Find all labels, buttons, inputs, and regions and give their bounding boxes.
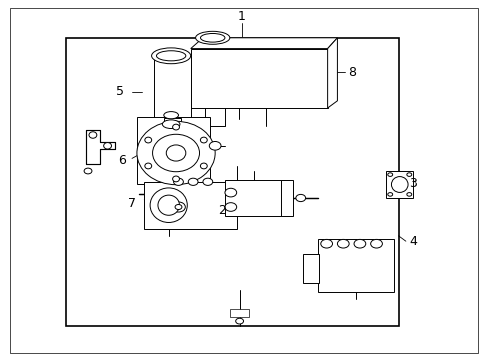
Ellipse shape: [353, 239, 365, 248]
Ellipse shape: [406, 173, 411, 176]
Ellipse shape: [337, 239, 348, 248]
Bar: [137, 117, 210, 184]
Ellipse shape: [163, 112, 178, 119]
Bar: [154, 56, 190, 119]
Polygon shape: [190, 38, 337, 49]
Bar: [224, 180, 288, 216]
Ellipse shape: [200, 163, 207, 169]
Ellipse shape: [158, 195, 179, 215]
Ellipse shape: [224, 188, 236, 197]
Ellipse shape: [173, 178, 183, 185]
Ellipse shape: [235, 318, 243, 324]
Ellipse shape: [224, 203, 236, 211]
Text: 8: 8: [347, 66, 355, 78]
Ellipse shape: [387, 173, 392, 176]
Ellipse shape: [156, 51, 185, 61]
Bar: [303, 254, 318, 283]
Text: 4: 4: [408, 235, 416, 248]
Ellipse shape: [89, 132, 97, 138]
Bar: [386, 171, 412, 198]
Ellipse shape: [137, 121, 215, 185]
Bar: [229, 309, 249, 317]
Bar: [144, 182, 237, 229]
Ellipse shape: [200, 137, 207, 143]
Ellipse shape: [200, 33, 224, 42]
Text: 3: 3: [408, 177, 416, 190]
Ellipse shape: [172, 176, 179, 182]
Ellipse shape: [390, 177, 407, 192]
Ellipse shape: [406, 193, 411, 196]
Ellipse shape: [144, 163, 151, 169]
Bar: [281, 180, 293, 216]
Ellipse shape: [144, 137, 151, 143]
Ellipse shape: [172, 124, 179, 130]
Text: 1: 1: [238, 10, 245, 23]
Ellipse shape: [387, 193, 392, 196]
Bar: [163, 118, 181, 130]
Text: 5: 5: [116, 85, 123, 98]
Ellipse shape: [162, 120, 180, 129]
Ellipse shape: [203, 178, 212, 185]
Ellipse shape: [295, 194, 305, 202]
Ellipse shape: [209, 141, 221, 150]
Bar: [66, 38, 398, 326]
Ellipse shape: [175, 204, 182, 210]
Ellipse shape: [151, 48, 190, 64]
Ellipse shape: [103, 143, 111, 149]
Ellipse shape: [84, 168, 92, 174]
Text: 7: 7: [128, 197, 136, 210]
Ellipse shape: [166, 145, 185, 161]
Bar: [190, 49, 327, 108]
Ellipse shape: [195, 31, 229, 44]
Text: 2: 2: [218, 204, 226, 217]
Ellipse shape: [171, 202, 185, 212]
Polygon shape: [327, 38, 337, 108]
Ellipse shape: [370, 239, 382, 248]
Ellipse shape: [320, 239, 332, 248]
Ellipse shape: [188, 178, 198, 185]
Text: 6: 6: [118, 154, 126, 167]
Ellipse shape: [150, 188, 187, 222]
Bar: [317, 239, 393, 292]
Ellipse shape: [152, 134, 199, 172]
